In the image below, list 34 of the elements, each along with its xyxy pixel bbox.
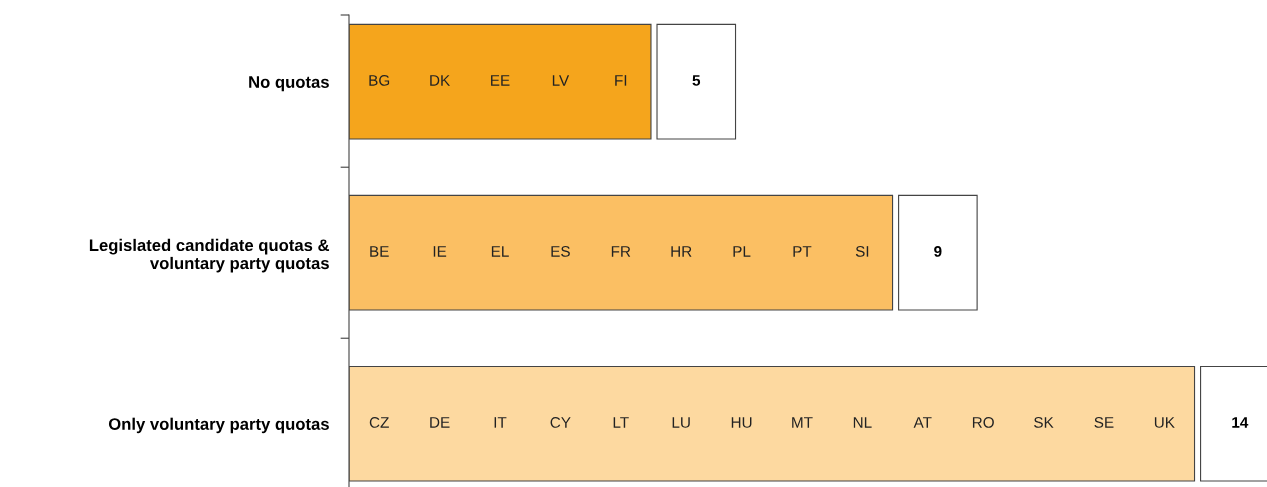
annotation: BG [369, 74, 390, 86]
annotation: AT [913, 417, 932, 428]
annotation: EL [491, 246, 509, 257]
annotation: LV [552, 75, 570, 86]
annotation: CZ [369, 417, 389, 428]
data-label: 14 [1232, 417, 1249, 428]
annotation: HR [671, 246, 692, 257]
annotation: FI [615, 75, 627, 86]
annotation: IE [433, 246, 447, 257]
annotation: PT [793, 246, 812, 257]
annotation: BE [370, 246, 389, 257]
annotation: MT [792, 417, 813, 428]
annotation: SI [855, 245, 869, 257]
annotation: NL [853, 417, 872, 428]
annotation: LT [613, 417, 629, 428]
annotation: PL [733, 246, 751, 257]
annotation: EE [491, 75, 510, 86]
annotation: ES [551, 245, 570, 257]
annotation: SE [1094, 417, 1114, 428]
annotation: CY [550, 417, 571, 428]
y-tick-label: Legislated candidate quotas & voluntary party quotas [89, 238, 330, 273]
y-tick-label: Only voluntary party quotas [108, 417, 329, 434]
annotation: SK [1034, 417, 1054, 428]
annotation: HU [731, 417, 752, 428]
annotation: DK [430, 75, 451, 86]
y-tick-label: No quotas [249, 76, 329, 92]
annotation: FR [611, 246, 631, 257]
annotation: RO [972, 417, 994, 428]
annotation: DE [430, 417, 450, 428]
annotation: IT [494, 417, 507, 428]
data-label: 5 [692, 75, 701, 86]
annotation: LU [672, 417, 690, 428]
annotation: UK [1154, 417, 1175, 428]
data-label: 9 [934, 245, 942, 257]
